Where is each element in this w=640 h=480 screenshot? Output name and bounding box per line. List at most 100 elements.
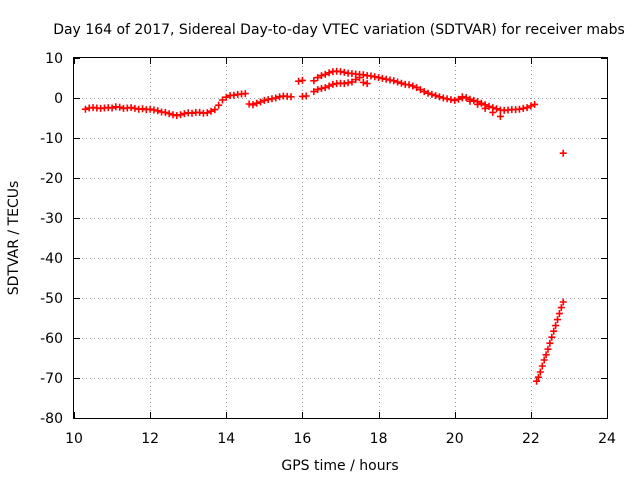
x-tick-label: 24 [598,431,616,447]
data-point [325,82,333,90]
data-point [554,316,562,324]
y-tick-label: -80 [40,411,63,427]
data-point [302,92,310,100]
data-point [314,74,322,82]
data-point [257,98,265,106]
y-tick-label: -70 [40,371,63,387]
y-tick-labels: 10 0 -10 -20 -30 -40 -50 -60 -70 -80 [40,51,63,427]
data-point [557,304,565,312]
plot-frame [73,57,608,419]
data-point [550,327,558,335]
data-point [352,76,360,84]
data-point [207,107,215,115]
data-point [527,102,535,110]
data-point [533,377,541,385]
data-point [477,99,485,107]
data-point [536,368,544,376]
x-tick-label: 18 [370,431,388,447]
data-point [538,362,546,370]
y-tick-label: -50 [40,291,63,307]
data-point [548,333,556,341]
grid-lines [74,58,607,418]
data-point [458,94,466,102]
data-point [540,356,548,364]
x-tick-label: 10 [65,431,83,447]
data-point [489,108,497,116]
data-point [253,99,261,107]
data-point [466,97,474,105]
y-tick-label: 10 [45,51,63,67]
data-point [394,78,402,86]
data-point [534,373,542,381]
data-point [428,90,436,98]
data-point [493,105,501,113]
data-point [310,77,318,85]
x-tick-label: 14 [217,431,235,447]
data-point [161,108,169,116]
data-point [559,149,567,157]
data-point [481,104,489,112]
data-point [249,101,257,109]
data-point [420,88,428,96]
data-point [451,96,459,104]
chart-title: Day 164 of 2017, Sidereal Day-to-day VTE… [53,22,625,38]
data-point [542,351,550,359]
x-tick-label: 16 [294,431,312,447]
data-point [116,103,124,111]
data-point [203,109,211,117]
data-point [218,96,226,104]
data-point [523,104,531,112]
data-point [321,70,329,78]
y-axis-label: SDTVAR / TECUs [6,181,22,296]
y-tick-label: -10 [40,131,63,147]
data-point [552,322,560,330]
data-point [485,102,493,110]
data-point [317,72,325,80]
x-tick-label: 20 [446,431,464,447]
data-point [222,93,230,101]
data-point [496,112,504,120]
y-tick-label: -30 [40,211,63,227]
data-point [165,110,173,118]
data-point [409,82,417,90]
data-point [287,93,295,101]
data-point [413,84,421,92]
data-points [81,67,567,385]
data-point [432,92,440,100]
data-point [348,78,356,86]
data-point [474,100,482,108]
y-tick-label: -60 [40,331,63,347]
data-point [531,100,539,108]
data-point [544,345,552,353]
data-point [555,310,563,318]
data-point [177,111,185,119]
data-point [108,104,116,112]
y-tick-label: 0 [54,91,63,107]
data-point [325,69,333,77]
data-point [435,93,443,101]
data-point [424,89,432,97]
data-point [154,107,162,115]
x-axis-label: GPS time / hours [281,458,398,474]
data-point [314,86,322,94]
y-tick-label: -20 [40,171,63,187]
data-point [546,339,554,347]
data-point [397,79,405,87]
data-point [356,74,364,82]
data-point [81,105,89,113]
data-point [310,88,318,96]
data-point [215,101,223,109]
x-tick-label: 22 [522,431,540,447]
data-point [416,86,424,94]
data-point [298,76,306,84]
data-point [272,94,280,102]
data-point [359,78,367,86]
data-point [363,80,371,88]
data-point [241,90,249,98]
data-point [321,84,329,92]
data-point [455,95,463,103]
data-point [559,298,567,306]
x-tick-labels: 10 12 14 16 18 20 22 24 [65,431,616,447]
y-tick-label: -40 [40,251,63,267]
data-point [405,81,413,89]
